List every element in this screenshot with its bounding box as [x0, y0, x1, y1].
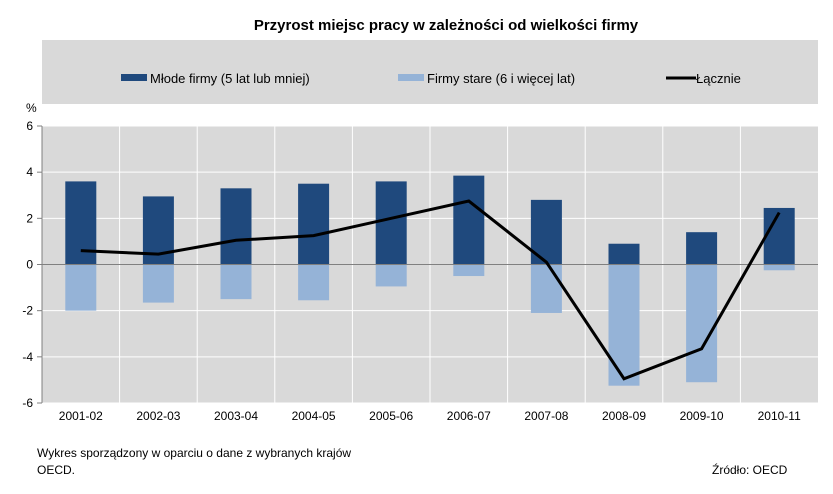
- x-tick-label: 2008-09: [602, 409, 646, 423]
- y-tick-label: 6: [26, 119, 33, 133]
- chart-note: Wykres sporządzony w oparciu o dane z wy…: [37, 445, 351, 479]
- bar: [608, 243, 640, 265]
- bar: [298, 183, 330, 265]
- bar: [453, 175, 485, 265]
- bar: [763, 264, 795, 271]
- x-tick-label: 2009-10: [680, 409, 724, 423]
- legend-label: Firmy stare (6 i więcej lat): [427, 71, 575, 86]
- legend-label: Młode firmy (5 lat lub mniej): [150, 71, 310, 86]
- bar: [608, 264, 640, 386]
- legend-label: Łącznie: [696, 71, 741, 86]
- bar: [375, 181, 407, 265]
- bar: [220, 264, 252, 300]
- bar: [375, 264, 407, 287]
- x-tick-label: 2007-08: [524, 409, 568, 423]
- y-tick-label: 2: [26, 211, 33, 225]
- x-tick-label: 2005-06: [369, 409, 413, 423]
- note-line-1: Wykres sporządzony w oparciu o dane z wy…: [37, 446, 352, 460]
- x-tick-label: 2001-02: [59, 409, 103, 423]
- x-tick-label: 2006-07: [447, 409, 491, 423]
- y-axis-label: %: [26, 101, 37, 115]
- y-tick-label: 4: [26, 165, 33, 179]
- y-tick-label: 0: [26, 258, 33, 272]
- bar: [298, 264, 330, 301]
- note-line-2: OECD.: [37, 463, 76, 477]
- bar: [763, 207, 795, 265]
- x-tick-label: 2004-05: [292, 409, 336, 423]
- bar: [65, 264, 97, 311]
- bar: [530, 264, 562, 313]
- legend-swatch: [121, 74, 147, 81]
- y-tick-label: -2: [22, 304, 33, 318]
- bar: [686, 232, 718, 265]
- series-line: [80, 199, 781, 381]
- legend-swatch: [398, 74, 424, 81]
- source-label: Źródło: OECD: [712, 463, 788, 477]
- y-tick-label: -4: [22, 350, 33, 364]
- chart-title: Przyrost miejsc pracy w zależności od wi…: [254, 17, 639, 34]
- bar: [686, 264, 718, 383]
- bar: [142, 264, 174, 303]
- bar: [453, 264, 485, 277]
- x-tick-label: 2010-11: [758, 409, 801, 423]
- bar: [220, 188, 252, 265]
- y-tick-label: -6: [22, 396, 33, 410]
- x-tick-label: 2003-04: [214, 409, 258, 423]
- legend-box: [42, 40, 818, 104]
- x-tick-label: 2002-03: [136, 409, 180, 423]
